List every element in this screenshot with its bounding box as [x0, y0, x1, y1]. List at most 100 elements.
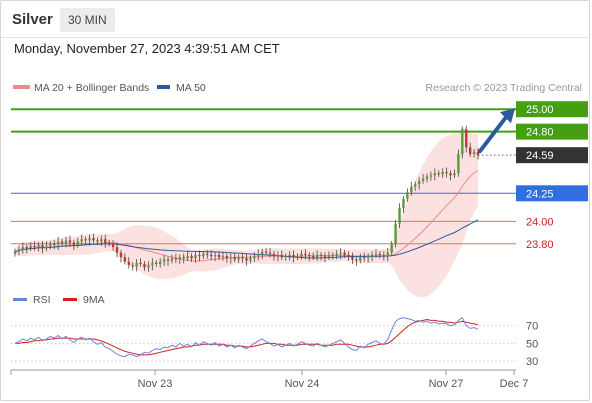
candle-body — [37, 244, 40, 248]
candle-body — [288, 254, 291, 257]
candle-body — [237, 257, 240, 260]
candle-body — [437, 173, 440, 175]
candle-body — [68, 240, 72, 243]
candle-body — [131, 265, 134, 267]
candle-body — [323, 256, 327, 258]
candle-body — [339, 252, 342, 254]
rsi-legend-swatch — [13, 298, 27, 301]
candle-body — [257, 253, 260, 257]
datetime-label: Monday, November 27, 2023 4:39:51 AM CET — [14, 41, 280, 56]
candle-body — [276, 254, 280, 257]
candle-body — [111, 243, 115, 248]
time-axis: Nov 23 Nov 24 Nov 27 Dec 7 — [10, 369, 529, 390]
candle-body — [151, 262, 154, 266]
resistance-level-label: 25.00 — [526, 104, 554, 116]
support-level-label: 24.25 — [526, 188, 554, 200]
candle-body — [425, 176, 429, 179]
candle-body — [457, 154, 460, 174]
candle-body — [158, 261, 162, 264]
instrument-title: Silver — [12, 11, 53, 28]
candle-body — [386, 252, 389, 257]
candle-body — [170, 258, 174, 261]
candle-body — [284, 256, 287, 258]
rsi-legend-label: RSI — [33, 294, 51, 306]
pivot-level-label: 23.80 — [526, 239, 554, 251]
candle-body — [96, 240, 99, 242]
candle-body — [88, 238, 91, 241]
ma20-legend-swatch — [13, 85, 30, 89]
candle-body — [461, 129, 464, 155]
timeframe-button[interactable]: 30 MIN — [60, 8, 115, 32]
candle-body — [139, 262, 142, 264]
candle-body — [406, 192, 409, 199]
candle-body — [182, 257, 185, 259]
candle-body — [229, 257, 233, 259]
candle-body — [476, 151, 480, 156]
candle-body — [363, 257, 366, 259]
candle-body — [80, 239, 83, 242]
candle-body — [21, 247, 25, 250]
candle-body — [343, 252, 346, 255]
candle-body — [382, 254, 386, 257]
candle-body — [60, 241, 64, 244]
candle-body — [119, 252, 123, 258]
candle-body — [174, 258, 178, 260]
candle-body — [366, 256, 370, 259]
candle-body — [370, 254, 374, 257]
header-bar: Silver 30 MIN — [1, 1, 589, 38]
candle-body — [209, 254, 213, 257]
candle-body — [327, 256, 331, 258]
candle-body — [319, 254, 323, 257]
candle-body — [178, 257, 181, 260]
resistance-level-tag — [516, 101, 588, 118]
bollinger-band-area — [15, 127, 478, 298]
candle-body — [394, 223, 397, 244]
candle-body — [417, 180, 421, 185]
candle-body — [115, 247, 119, 253]
candle-body — [351, 257, 354, 260]
research-credit: Research © 2023 Trading Central — [425, 82, 582, 94]
candle-body — [292, 254, 295, 258]
candle-body — [268, 252, 272, 254]
candle-body — [300, 253, 303, 257]
candle-body — [347, 254, 350, 258]
candle-body — [143, 263, 146, 268]
candle-body — [272, 253, 276, 257]
candle-body — [312, 256, 315, 258]
candle-body — [308, 254, 311, 257]
candle-body — [202, 253, 205, 257]
candle-body — [374, 253, 378, 255]
candle-body — [260, 251, 264, 254]
rsi-panel: 70 50 30 — [11, 316, 538, 368]
candle-body — [245, 258, 248, 261]
candle-body — [296, 256, 299, 258]
candle-body — [123, 257, 127, 262]
ma50-line — [14, 219, 479, 259]
candle-body — [249, 258, 252, 261]
candle-body — [104, 239, 107, 243]
resistance-level-tag — [516, 123, 588, 140]
candle-body — [135, 262, 138, 267]
candle-body — [92, 238, 95, 241]
candle-body — [64, 240, 68, 244]
candle-body — [221, 256, 225, 258]
forecast-arrow — [478, 108, 515, 154]
candle-body — [378, 253, 382, 255]
candle-body — [429, 175, 433, 177]
candle-body — [76, 241, 79, 245]
candle-body — [49, 243, 52, 246]
rsi-tick-label: 30 — [526, 356, 538, 368]
candle-body — [315, 254, 319, 258]
support-level-tag — [516, 185, 588, 202]
candlesticks — [13, 125, 480, 272]
time-axis-label: Dec 7 — [500, 378, 529, 390]
candle-body — [414, 184, 417, 187]
candle-body — [445, 172, 448, 174]
candle-body — [100, 239, 103, 242]
candle-body — [390, 243, 393, 253]
candle-body — [449, 173, 452, 176]
candle-body — [335, 253, 338, 255]
candle-body — [41, 244, 44, 249]
candle-body — [84, 239, 87, 241]
rsi-ma-legend-swatch — [63, 298, 77, 301]
